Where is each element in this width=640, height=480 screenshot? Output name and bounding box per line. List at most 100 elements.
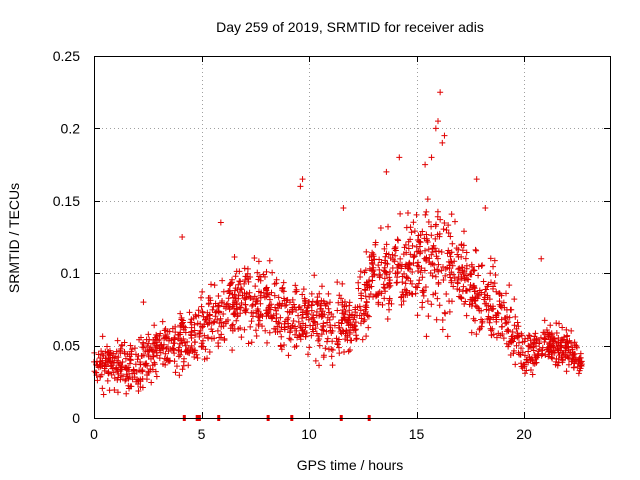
data-point — [311, 272, 318, 279]
data-point — [322, 302, 329, 309]
data-point — [194, 355, 201, 362]
data-point — [485, 281, 492, 288]
data-point — [428, 232, 435, 239]
data-point — [172, 369, 179, 376]
data-point — [473, 247, 480, 254]
data-point — [173, 363, 180, 370]
data-point — [198, 294, 205, 301]
data-point — [474, 303, 481, 310]
data-point — [504, 326, 511, 333]
data-point — [122, 364, 129, 371]
data-point — [125, 375, 132, 382]
data-point — [254, 307, 261, 314]
data-point — [229, 322, 236, 329]
data-point — [339, 299, 346, 306]
data-point — [255, 322, 262, 329]
data-point — [254, 269, 261, 276]
data-point — [434, 208, 441, 215]
data-point — [247, 295, 254, 302]
data-point — [481, 300, 488, 307]
chart-title: Day 259 of 2019, SRMTID for receiver adi… — [216, 19, 484, 35]
data-point — [399, 289, 406, 296]
data-point — [100, 352, 107, 359]
data-point — [444, 333, 451, 340]
data-point — [162, 350, 169, 357]
data-point — [469, 294, 476, 301]
data-point — [308, 290, 315, 297]
data-point — [385, 223, 392, 230]
data-point — [490, 305, 497, 312]
data-point — [105, 368, 112, 375]
data-point — [357, 273, 364, 280]
data-point — [238, 300, 245, 307]
data-point — [361, 269, 368, 276]
data-point — [182, 348, 189, 355]
data-point — [148, 379, 155, 386]
data-point — [166, 328, 173, 335]
data-point — [319, 283, 326, 290]
data-point — [483, 306, 490, 313]
data-point — [451, 275, 458, 282]
data-point — [248, 302, 255, 309]
data-point — [521, 352, 528, 359]
data-point — [137, 334, 144, 341]
data-point — [256, 273, 263, 280]
data-point — [188, 316, 195, 323]
data-point — [385, 300, 392, 307]
data-point — [126, 360, 133, 367]
data-point — [109, 359, 116, 366]
data-point — [543, 346, 550, 353]
data-point — [515, 333, 522, 340]
data-point — [556, 320, 563, 327]
data-point — [270, 312, 277, 319]
data-point — [207, 297, 214, 304]
data-point — [394, 236, 401, 243]
data-point — [99, 385, 106, 392]
data-point — [97, 358, 104, 365]
data-point — [428, 154, 435, 161]
data-point — [255, 313, 262, 320]
data-point — [484, 294, 491, 301]
data-point — [428, 301, 435, 308]
data-point — [254, 297, 261, 304]
data-point — [241, 326, 248, 333]
data-point — [450, 283, 457, 290]
data-point — [131, 345, 138, 352]
data-point — [125, 382, 132, 389]
data-point — [266, 329, 273, 336]
data-point — [398, 301, 405, 308]
data-point — [139, 367, 146, 374]
data-point — [277, 328, 284, 335]
data-point — [198, 340, 205, 347]
data-point — [568, 340, 575, 347]
y-axis-label: SRMTID / TECUs — [6, 183, 22, 293]
data-point — [264, 310, 271, 317]
data-point — [147, 366, 154, 373]
data-point — [118, 366, 125, 373]
data-point — [261, 273, 268, 280]
data-point — [393, 279, 400, 286]
data-point — [505, 343, 512, 350]
data-point — [375, 262, 382, 269]
data-point — [369, 273, 376, 280]
data-point — [157, 330, 164, 337]
data-point — [287, 336, 294, 343]
data-point — [446, 308, 453, 315]
data-point — [232, 287, 239, 294]
data-point — [154, 333, 161, 340]
data-point — [185, 349, 192, 356]
data-point — [102, 363, 109, 370]
data-point — [454, 279, 461, 286]
data-point — [113, 365, 120, 372]
data-point — [312, 325, 319, 332]
data-point — [499, 330, 506, 337]
data-point — [188, 329, 195, 336]
data-point — [511, 296, 518, 303]
data-point — [527, 343, 534, 350]
data-point — [568, 358, 575, 365]
data-point — [114, 389, 121, 396]
data-point — [293, 286, 300, 293]
data-point — [522, 335, 529, 342]
data-point — [170, 340, 177, 347]
data-point — [515, 339, 522, 346]
